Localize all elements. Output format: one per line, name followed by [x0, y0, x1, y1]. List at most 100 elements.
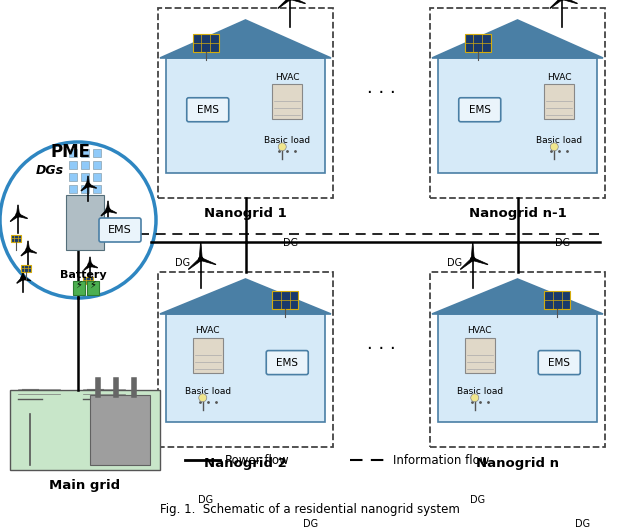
Circle shape [0, 142, 156, 298]
Polygon shape [17, 205, 19, 215]
FancyBboxPatch shape [93, 173, 101, 181]
Polygon shape [290, 0, 306, 4]
Polygon shape [562, 0, 577, 4]
FancyBboxPatch shape [81, 161, 89, 169]
Polygon shape [107, 209, 117, 213]
Text: HVAC: HVAC [547, 73, 572, 82]
FancyBboxPatch shape [11, 234, 21, 241]
FancyBboxPatch shape [90, 395, 150, 465]
Text: Nanogrid 1: Nanogrid 1 [204, 208, 287, 221]
Polygon shape [87, 184, 97, 188]
Text: DG: DG [575, 519, 590, 528]
Polygon shape [17, 214, 27, 219]
Polygon shape [107, 201, 110, 210]
Polygon shape [89, 263, 97, 268]
Text: DG: DG [198, 495, 213, 505]
Circle shape [199, 257, 203, 261]
Circle shape [86, 183, 90, 187]
Polygon shape [432, 20, 603, 58]
Text: EMS: EMS [469, 105, 491, 115]
Polygon shape [438, 58, 597, 173]
FancyBboxPatch shape [87, 281, 99, 295]
Polygon shape [10, 214, 19, 222]
Circle shape [16, 213, 20, 217]
Polygon shape [27, 241, 30, 250]
Circle shape [88, 263, 92, 267]
Text: Fig. 1.  Schematic of a residential nanogrid system: Fig. 1. Schematic of a residential nanog… [160, 504, 460, 516]
Text: HVAC: HVAC [467, 326, 492, 335]
Text: DG: DG [555, 238, 570, 248]
Polygon shape [438, 314, 597, 422]
Text: EMS: EMS [277, 357, 298, 367]
FancyBboxPatch shape [193, 34, 219, 52]
Text: Battery: Battery [60, 270, 106, 280]
Text: Basic load: Basic load [457, 387, 503, 396]
Text: Basic load: Basic load [264, 136, 311, 145]
Circle shape [106, 208, 110, 212]
Text: · · ·: · · · [367, 84, 396, 102]
Polygon shape [89, 257, 92, 265]
Polygon shape [27, 249, 37, 253]
Text: DG: DG [470, 495, 485, 505]
Polygon shape [188, 258, 202, 269]
FancyBboxPatch shape [81, 173, 89, 181]
FancyBboxPatch shape [69, 161, 77, 169]
Circle shape [26, 248, 30, 252]
Text: HVAC: HVAC [275, 73, 299, 82]
Circle shape [551, 143, 558, 151]
Polygon shape [81, 184, 89, 191]
Text: EMS: EMS [548, 357, 570, 367]
Text: ⚡: ⚡ [89, 280, 97, 290]
Circle shape [199, 394, 206, 402]
Polygon shape [472, 258, 488, 265]
FancyBboxPatch shape [73, 281, 85, 295]
FancyBboxPatch shape [66, 195, 104, 250]
FancyBboxPatch shape [272, 84, 303, 119]
Text: DGs: DGs [36, 164, 64, 176]
Text: Basic load: Basic load [185, 387, 231, 396]
Polygon shape [199, 243, 202, 259]
Text: Nanogrid 2: Nanogrid 2 [204, 457, 287, 469]
Text: Main grid: Main grid [50, 479, 120, 493]
Circle shape [278, 143, 286, 151]
FancyBboxPatch shape [81, 149, 89, 157]
FancyBboxPatch shape [544, 291, 570, 309]
FancyBboxPatch shape [69, 185, 77, 193]
FancyBboxPatch shape [193, 337, 223, 373]
Polygon shape [166, 314, 325, 422]
Polygon shape [22, 270, 25, 278]
FancyBboxPatch shape [465, 337, 495, 373]
FancyBboxPatch shape [21, 265, 31, 271]
FancyBboxPatch shape [10, 390, 160, 470]
FancyBboxPatch shape [465, 34, 491, 52]
Text: DG: DG [283, 238, 298, 248]
Text: DG: DG [175, 258, 190, 268]
Text: ⚡: ⚡ [76, 280, 82, 290]
FancyBboxPatch shape [544, 84, 574, 119]
Polygon shape [22, 277, 30, 281]
Text: HVAC: HVAC [195, 326, 220, 335]
Text: DG: DG [447, 258, 463, 268]
FancyBboxPatch shape [69, 173, 77, 181]
FancyBboxPatch shape [81, 185, 89, 193]
Text: EMS: EMS [108, 225, 132, 235]
FancyBboxPatch shape [101, 224, 111, 231]
Text: Power flow: Power flow [225, 454, 289, 467]
Polygon shape [160, 20, 331, 58]
Text: PME: PME [50, 143, 90, 161]
Polygon shape [200, 258, 216, 265]
FancyBboxPatch shape [99, 218, 141, 242]
Text: Nanogrid n-1: Nanogrid n-1 [469, 208, 567, 221]
FancyBboxPatch shape [538, 351, 580, 374]
Circle shape [471, 257, 475, 261]
FancyBboxPatch shape [83, 277, 93, 284]
Polygon shape [160, 279, 331, 314]
FancyBboxPatch shape [93, 185, 101, 193]
Text: Basic load: Basic load [536, 136, 582, 145]
Polygon shape [84, 264, 91, 270]
FancyBboxPatch shape [187, 98, 229, 122]
Text: · · ·: · · · [367, 341, 396, 359]
Text: DG: DG [303, 519, 318, 528]
FancyBboxPatch shape [93, 149, 101, 157]
Polygon shape [17, 277, 24, 284]
